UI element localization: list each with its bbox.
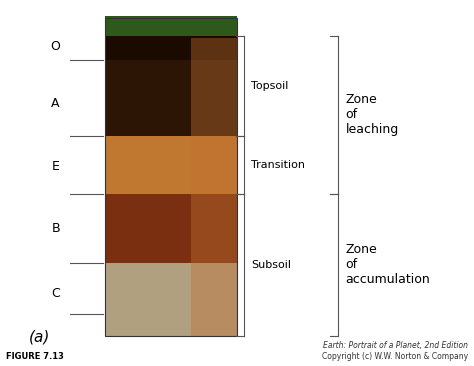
Text: (a): (a) — [28, 330, 50, 345]
Text: Subsoil: Subsoil — [251, 260, 291, 270]
Bar — [105, 60, 237, 136]
Text: Zone
of
accumulation: Zone of accumulation — [346, 243, 430, 286]
Text: Earth: Portrait of a Planet, 2nd Edition: Earth: Portrait of a Planet, 2nd Edition — [323, 341, 468, 350]
Text: FIGURE 7.13: FIGURE 7.13 — [6, 352, 64, 361]
Text: Transition: Transition — [251, 160, 305, 170]
Bar — [105, 16, 237, 36]
Text: B: B — [51, 222, 60, 235]
Text: Topsoil: Topsoil — [251, 81, 289, 91]
Bar — [105, 136, 237, 194]
Bar — [105, 36, 237, 60]
Bar — [105, 194, 237, 263]
Text: E: E — [52, 160, 60, 173]
Text: Copyright (c) W.W. Norton & Company: Copyright (c) W.W. Norton & Company — [322, 352, 468, 361]
Bar — [105, 263, 237, 336]
Text: A: A — [51, 97, 60, 109]
Bar — [191, 38, 237, 336]
Bar — [105, 18, 237, 336]
Text: O: O — [51, 40, 61, 53]
Text: C: C — [51, 287, 60, 300]
Text: Zone
of
leaching: Zone of leaching — [346, 93, 399, 137]
